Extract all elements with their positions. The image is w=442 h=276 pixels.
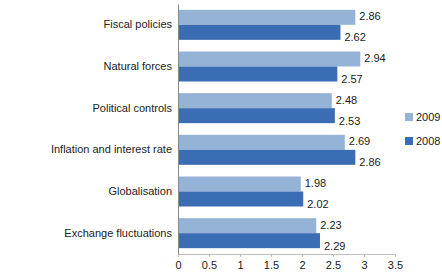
x-tick: 3 xyxy=(361,254,367,271)
legend: 2009 2008 xyxy=(405,111,440,147)
y-tick-label: Exchange fluctuations xyxy=(64,227,172,239)
y-tick: Natural forces xyxy=(104,60,178,72)
x-axis: 0 0.5 1 1.5 2 2.5 3 3.5 xyxy=(175,254,403,271)
bar xyxy=(178,177,301,192)
data-label: 2.86 xyxy=(359,156,380,168)
bar xyxy=(178,192,303,207)
legend-label: 2008 xyxy=(416,135,440,147)
x-tick: 2 xyxy=(299,254,305,271)
data-label: 2.94 xyxy=(364,52,385,64)
bar xyxy=(178,10,355,25)
x-tick-mark xyxy=(395,254,396,257)
y-tick-label: Political controls xyxy=(93,102,173,114)
x-tick: 1 xyxy=(237,254,243,271)
y-tick: Globalisation xyxy=(108,185,178,197)
bar xyxy=(178,108,335,123)
x-tick-label: 3.5 xyxy=(388,259,403,271)
x-tick-label: 3 xyxy=(361,259,367,271)
x-tick-label: 1.5 xyxy=(264,259,279,271)
bar xyxy=(178,67,337,82)
bar xyxy=(178,218,316,233)
data-label: 1.98 xyxy=(305,177,326,189)
data-label: 2.53 xyxy=(339,115,360,127)
x-tick: 3.5 xyxy=(388,254,403,271)
legend-item: 2008 xyxy=(405,135,440,147)
y-tick: Fiscal policies xyxy=(104,18,178,30)
bar xyxy=(178,233,320,248)
y-axis: Fiscal policies Natural forces Political c… xyxy=(51,5,179,255)
y-tick-label: Globalisation xyxy=(108,185,172,197)
bar xyxy=(178,25,340,40)
bar xyxy=(178,93,332,108)
y-tick: Exchange fluctuations xyxy=(64,227,178,239)
y-tick: Inflation and interest rate xyxy=(51,143,178,155)
data-label: 2.29 xyxy=(324,240,345,252)
x-tick-label: 2 xyxy=(299,259,305,271)
data-label: 2.62 xyxy=(344,31,365,43)
y-tick-label: Natural forces xyxy=(104,60,173,72)
x-tick-label: 0 xyxy=(175,259,181,271)
x-tick: 0 xyxy=(175,254,181,271)
data-labels: 2.86 2.94 2.48 2.69 1.98 2.23 2.62 2.57 2.53 2.86… xyxy=(305,10,386,251)
legend-swatch xyxy=(405,113,413,121)
x-tick-mark xyxy=(271,254,272,257)
x-tick-mark xyxy=(333,254,334,257)
chart: 2.862.942.482.691.982.232.622.572.532.86… xyxy=(0,0,442,276)
x-tick-mark xyxy=(364,254,365,257)
x-tick-label: 0.5 xyxy=(202,259,217,271)
plot: 2.862.942.482.691.982.232.622.572.532.86… xyxy=(51,5,403,271)
data-label: 2.23 xyxy=(320,219,341,231)
data-label: 2.57 xyxy=(341,73,362,85)
data-label: 2.86 xyxy=(359,10,380,22)
x-tick: 2.5 xyxy=(326,254,341,271)
y-tick-label: Inflation and interest rate xyxy=(51,143,172,155)
x-tick: 0.5 xyxy=(202,254,217,271)
y-axis-line xyxy=(178,5,179,255)
legend-swatch xyxy=(405,137,413,145)
bars xyxy=(178,10,360,248)
x-axis-line xyxy=(179,255,396,258)
x-tick: 1.5 xyxy=(264,254,279,271)
data-label: 2.02 xyxy=(307,198,328,210)
legend-label: 2009 xyxy=(416,111,440,123)
x-tick-label: 1 xyxy=(237,259,243,271)
bar xyxy=(178,135,345,150)
x-tick-mark xyxy=(240,254,241,257)
x-tick-mark xyxy=(209,254,210,257)
data-label: 2.48 xyxy=(336,94,357,106)
bar xyxy=(178,52,360,67)
data-label: 2.69 xyxy=(349,135,370,147)
x-tick-label: 2.5 xyxy=(326,259,341,271)
x-tick-mark xyxy=(302,254,303,257)
legend-item: 2009 xyxy=(405,111,440,123)
bar xyxy=(178,150,355,165)
y-tick: Political controls xyxy=(93,102,178,114)
y-tick-label: Fiscal policies xyxy=(104,18,173,30)
